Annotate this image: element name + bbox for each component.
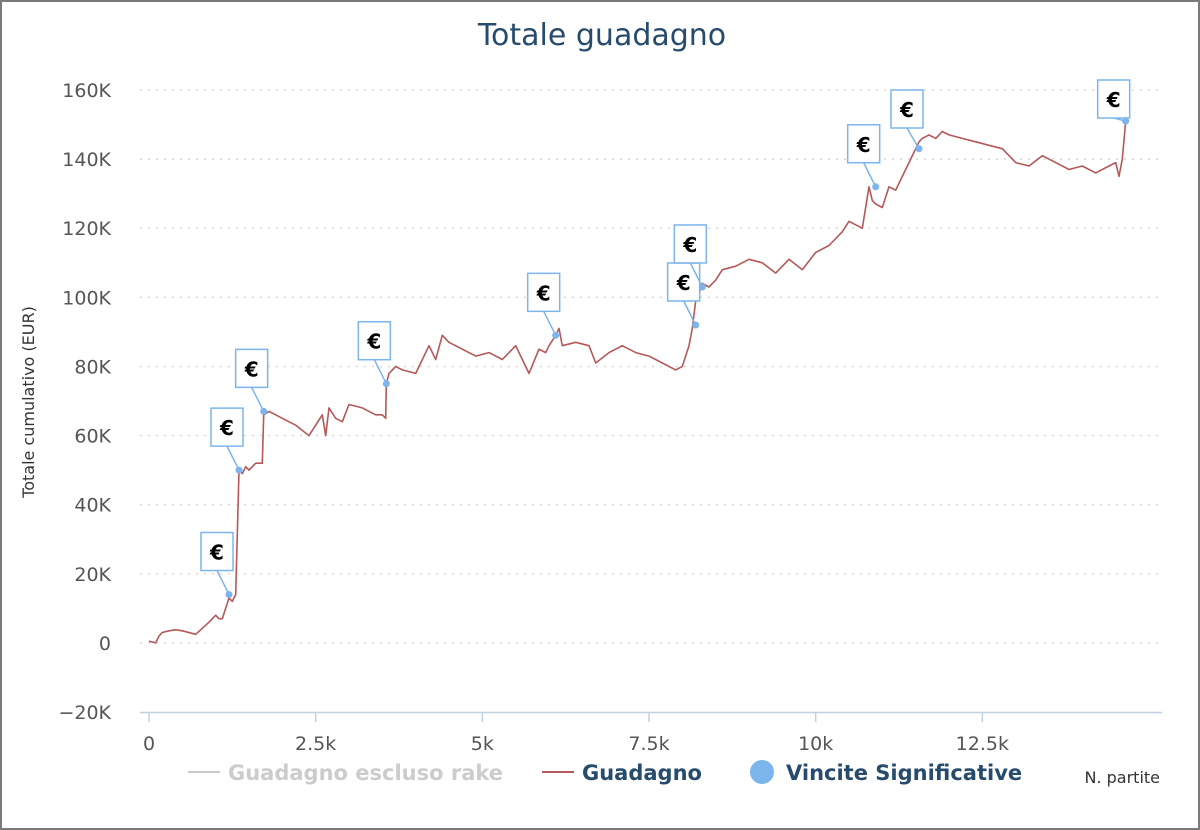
flag-label: € [899, 98, 914, 122]
series-line-guadagno [148, 121, 1127, 644]
flag-connector [906, 127, 920, 150]
x-axis-title: N. partite [1084, 768, 1160, 787]
marker-point[interactable] [692, 321, 700, 329]
legend-symbol [750, 760, 774, 784]
y-tick-label: −20K [58, 702, 111, 724]
x-tick-label: 10k [798, 733, 833, 755]
flag-connector [250, 387, 265, 412]
chart-title: Totale guadagno [477, 18, 726, 53]
y-tick-label: 160K [62, 80, 111, 102]
y-tick-label: 0 [99, 633, 111, 655]
x-tick-label: 12.5k [956, 733, 1009, 755]
flag-label: € [682, 233, 697, 257]
flag-connector [216, 570, 230, 595]
marker-point[interactable] [915, 145, 923, 153]
y-tick-label: 120K [62, 218, 111, 240]
flag-box [526, 272, 561, 313]
flag-box [846, 124, 881, 164]
legend: Guadagno escluso rake Guadagno Vincite Sig… [188, 760, 1022, 785]
flag-connector [689, 262, 704, 288]
flag-box [210, 407, 244, 447]
x-tick-label: 2.5k [295, 733, 336, 755]
flag-box [673, 224, 708, 264]
flag-label: € [244, 357, 259, 381]
flag-box [890, 89, 924, 129]
flag-connector [682, 300, 697, 326]
grid-lines [140, 89, 1162, 644]
x-axis: 0 2.5k 5k 7.5k 10k 12.5k [140, 711, 1162, 755]
series-layer [148, 121, 1127, 644]
flag-connector [373, 359, 388, 385]
legend-item-label[interactable]: Guadagno [582, 761, 702, 785]
flags-layer: € € € € € € € € € € [200, 79, 1131, 599]
legend-item-label[interactable]: Guadagno escluso rake [228, 761, 503, 785]
y-tick-label: 140K [62, 149, 111, 171]
marker-point[interactable] [235, 466, 243, 474]
flag-label: € [366, 330, 381, 354]
flag-label: € [676, 271, 691, 295]
flag-box [1096, 79, 1131, 119]
flag-label: € [1106, 88, 1121, 112]
y-axis-title: Totale cumulativo (EUR) [19, 306, 38, 499]
flag-box [200, 531, 234, 572]
flag-connector [542, 311, 557, 336]
y-tick-label: 80K [74, 356, 111, 378]
marker-point[interactable] [552, 331, 560, 339]
y-tick-label: 20K [74, 564, 111, 586]
legend-item-label[interactable]: Vincite Significative [786, 761, 1022, 785]
y-axis-ticks: −20K 0 20K 40K 60K 80K 100K 120K 140K 160K [58, 80, 111, 724]
flag-connector [226, 445, 240, 471]
marker-point[interactable] [698, 283, 706, 291]
flag-connector [862, 162, 877, 188]
flag-label: € [856, 133, 871, 157]
flag-box [234, 348, 269, 389]
y-tick-label: 100K [62, 287, 111, 309]
x-tick-label: 5k [471, 733, 494, 755]
flag-label: € [536, 281, 551, 305]
marker-point[interactable] [225, 591, 233, 599]
x-tick-label: 7.5k [628, 733, 669, 755]
marker-point[interactable] [382, 380, 390, 388]
x-tick-label: 0 [143, 733, 155, 755]
y-tick-label: 60K [74, 426, 111, 448]
marker-point[interactable] [872, 183, 880, 191]
flag-label: € [209, 541, 224, 565]
flag-box [357, 320, 392, 361]
marker-point[interactable] [1122, 117, 1130, 125]
y-tick-label: 40K [74, 495, 111, 517]
flag-label: € [219, 416, 234, 440]
marker-point[interactable] [260, 407, 268, 415]
